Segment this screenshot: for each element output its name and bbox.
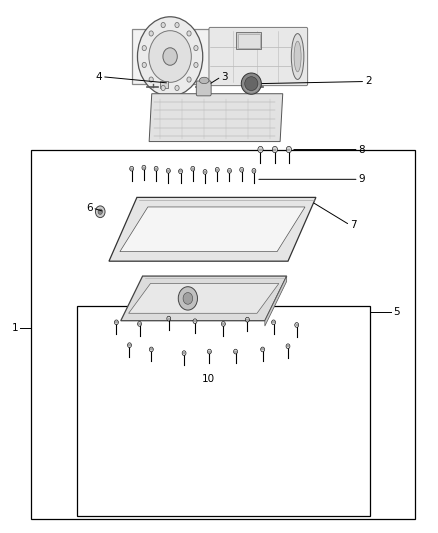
Text: 9: 9: [359, 174, 365, 184]
Bar: [238, 34, 260, 47]
Circle shape: [179, 169, 183, 174]
Bar: [31, 150, 416, 519]
Circle shape: [261, 347, 265, 352]
Circle shape: [295, 322, 299, 327]
Circle shape: [286, 344, 290, 349]
FancyBboxPatch shape: [209, 27, 307, 86]
Circle shape: [95, 206, 105, 217]
Circle shape: [175, 22, 179, 28]
Circle shape: [166, 168, 170, 173]
Bar: [77, 306, 370, 516]
Polygon shape: [132, 29, 306, 84]
FancyBboxPatch shape: [196, 81, 211, 96]
Circle shape: [154, 166, 158, 171]
Circle shape: [161, 85, 165, 91]
Circle shape: [182, 351, 186, 356]
Bar: [237, 32, 261, 49]
Circle shape: [178, 287, 198, 310]
Circle shape: [163, 48, 177, 65]
Text: 8: 8: [359, 144, 365, 155]
Text: 4: 4: [95, 72, 102, 82]
Ellipse shape: [245, 77, 258, 91]
Circle shape: [286, 147, 291, 153]
Circle shape: [194, 62, 198, 68]
Circle shape: [203, 169, 207, 174]
Circle shape: [227, 168, 231, 173]
Circle shape: [252, 168, 256, 173]
Text: 6: 6: [86, 203, 92, 213]
Polygon shape: [121, 276, 287, 321]
Circle shape: [130, 166, 134, 171]
Circle shape: [114, 320, 118, 325]
Circle shape: [245, 317, 249, 322]
Polygon shape: [265, 276, 287, 326]
Circle shape: [142, 165, 146, 170]
Circle shape: [272, 147, 278, 153]
Circle shape: [142, 62, 146, 68]
Circle shape: [175, 85, 179, 91]
Circle shape: [127, 343, 131, 348]
Circle shape: [258, 147, 263, 153]
Circle shape: [149, 31, 153, 36]
Circle shape: [138, 321, 141, 326]
Circle shape: [272, 320, 276, 325]
Text: 5: 5: [393, 306, 399, 317]
Text: 3: 3: [221, 72, 228, 82]
Circle shape: [142, 45, 146, 51]
Circle shape: [187, 31, 191, 36]
Circle shape: [240, 167, 244, 172]
Circle shape: [183, 293, 193, 304]
Circle shape: [149, 347, 153, 352]
Circle shape: [138, 17, 203, 96]
Polygon shape: [109, 197, 316, 261]
Polygon shape: [129, 284, 279, 313]
Circle shape: [233, 349, 237, 354]
Circle shape: [191, 166, 195, 171]
Ellipse shape: [199, 77, 209, 84]
Circle shape: [208, 349, 212, 354]
Circle shape: [187, 77, 191, 82]
Ellipse shape: [291, 34, 304, 79]
Circle shape: [98, 209, 102, 214]
Text: 10: 10: [202, 374, 215, 384]
Circle shape: [221, 321, 225, 326]
Circle shape: [149, 31, 191, 82]
Circle shape: [194, 45, 198, 51]
Polygon shape: [149, 94, 283, 142]
Text: 2: 2: [365, 77, 372, 86]
Polygon shape: [120, 207, 305, 252]
Circle shape: [167, 316, 171, 321]
Ellipse shape: [241, 73, 261, 94]
Bar: [160, 81, 168, 88]
Text: 1: 1: [11, 322, 18, 333]
Circle shape: [215, 167, 219, 172]
Circle shape: [193, 319, 197, 324]
Circle shape: [149, 77, 153, 82]
Ellipse shape: [294, 41, 301, 72]
Circle shape: [161, 22, 165, 28]
Text: 7: 7: [350, 220, 357, 230]
